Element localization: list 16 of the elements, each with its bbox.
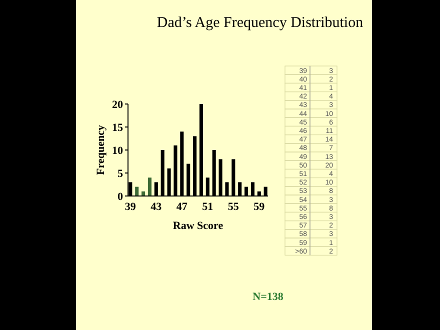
bar: [148, 178, 152, 196]
y-tick-label: 5: [118, 168, 124, 180]
x-tick-label: 59: [254, 201, 266, 213]
text: N=138: [252, 291, 284, 303]
x-tick-label: 43: [150, 201, 162, 213]
bar: [135, 186, 139, 196]
x-axis-title: Raw Score: [172, 220, 224, 232]
chart-title: Dad’s Age Frequency Distribution: [156, 15, 364, 31]
x-tick-label: 51: [202, 201, 214, 213]
y-axis-title: Frequency: [95, 124, 107, 175]
y-tick-label: 0: [118, 190, 124, 203]
y-tick-label: 20: [112, 98, 124, 111]
y-tick-label: 10: [112, 144, 124, 157]
y-tick-label: 15: [112, 122, 124, 134]
x-tick-label: 47: [176, 201, 188, 213]
x-tick-label: 55: [228, 201, 240, 213]
